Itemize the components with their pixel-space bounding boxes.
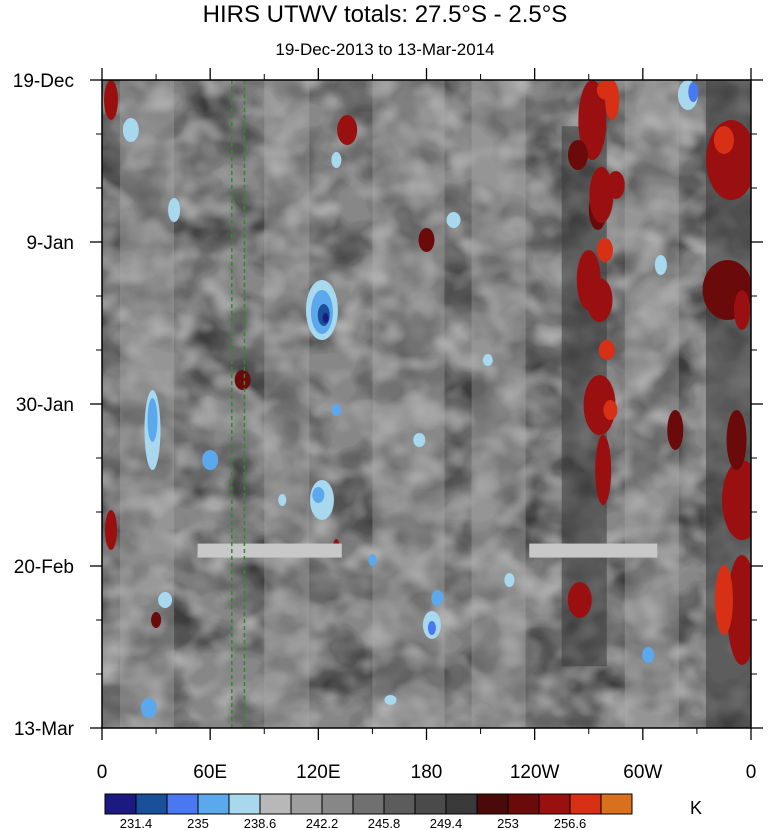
warm-patch <box>726 410 747 470</box>
colorbar-swatch <box>321 793 354 815</box>
warm-patch <box>578 80 607 160</box>
cool-patch <box>688 82 699 102</box>
warm-patch <box>713 126 734 154</box>
cool-patch <box>482 354 493 366</box>
warm-patch <box>586 278 613 322</box>
warm-patch <box>596 80 617 100</box>
cool-patch <box>413 433 426 447</box>
warm-patch <box>667 410 684 450</box>
cool-patch <box>642 647 655 663</box>
light-band <box>624 80 679 728</box>
colorbar-swatch <box>600 793 633 815</box>
cool-patch <box>431 590 444 606</box>
warm-patch <box>337 115 358 145</box>
y-tick-label: 13-Mar <box>14 719 75 740</box>
x-tick-label: 0 <box>746 762 757 783</box>
colorbar-swatch <box>538 793 571 815</box>
colorbar-label: 231.4 <box>120 816 153 830</box>
colorbar-swatch <box>507 793 540 815</box>
y-tick-label: 20-Feb <box>14 557 74 578</box>
cool-patch <box>504 573 515 587</box>
x-tick-label: 120W <box>510 762 560 783</box>
light-band <box>471 80 526 728</box>
y-tick-label: 9-Jan <box>26 233 74 254</box>
warm-patch <box>595 435 612 505</box>
colorbar-swatch <box>414 793 447 815</box>
colorbar-swatch <box>290 793 323 815</box>
colorbar-label: 245.8 <box>368 816 401 830</box>
x-tick-label: 60E <box>193 762 227 783</box>
cool-patch <box>147 398 158 442</box>
warm-patch <box>598 340 615 360</box>
colorbar-swatch <box>383 793 416 815</box>
y-tick-label: 19-Dec <box>13 71 74 92</box>
colorbar-unit: K <box>690 798 703 818</box>
cool-patch <box>331 152 342 168</box>
warm-patch <box>583 375 616 435</box>
warm-patch <box>105 510 118 550</box>
warm-patch <box>596 238 613 262</box>
colorbar-label: 242.2 <box>306 816 339 830</box>
colorbar-label: 249.4 <box>430 816 463 830</box>
warm-patch <box>726 555 751 665</box>
colorbar-swatch <box>135 793 168 815</box>
warm-patch <box>603 400 618 420</box>
cool-patch <box>322 313 329 323</box>
warm-patch <box>733 290 750 330</box>
warm-patch <box>104 80 119 120</box>
colorbar-label: 256.6 <box>554 816 587 830</box>
cool-patch <box>312 487 325 503</box>
x-tick-label: 180 <box>411 762 443 783</box>
light-band <box>264 80 310 728</box>
colorbar-label: 235 <box>187 816 209 830</box>
cool-patch <box>168 198 181 222</box>
cool-patch <box>446 212 461 228</box>
colorbar-swatch <box>166 793 199 815</box>
colorbar-swatch <box>352 793 385 815</box>
warm-patch <box>234 370 251 390</box>
colorbar-swatch <box>104 793 137 815</box>
missing-data-bar <box>197 543 342 558</box>
x-tick-label: 120E <box>296 762 340 783</box>
x-tick-label: 60W <box>623 762 662 783</box>
chart-title: HIRS UTWV totals: 27.5°S - 2.5°S <box>202 1 568 28</box>
warm-patch <box>721 460 751 540</box>
cool-patch <box>331 404 342 416</box>
cool-patch <box>384 695 397 705</box>
warm-patch <box>418 228 435 252</box>
warm-patch <box>151 612 162 628</box>
colorbar-label: 253 <box>497 816 519 830</box>
cool-patch <box>278 494 287 506</box>
warm-patch <box>606 171 625 199</box>
x-tick-label: 0 <box>97 762 108 783</box>
cool-patch <box>654 255 667 275</box>
cool-patch <box>140 698 157 718</box>
missing-data-bar <box>529 543 658 558</box>
colorbar-swatch <box>197 793 230 815</box>
warm-patch <box>567 140 588 170</box>
colorbar-label: 238.6 <box>244 816 277 830</box>
colorbar-swatch <box>228 793 261 815</box>
colorbar-swatch <box>445 793 478 815</box>
cool-patch <box>202 450 219 470</box>
cool-patch <box>158 592 173 608</box>
y-tick-label: 30-Jan <box>16 395 74 416</box>
colorbar-swatch <box>476 793 509 815</box>
colorbar-swatch <box>569 793 602 815</box>
colorbar-swatch <box>259 793 292 815</box>
warm-patch <box>714 565 733 635</box>
warm-patch <box>567 582 592 618</box>
chart-subtitle: 19-Dec-2013 to 13-Mar-2014 <box>275 40 495 59</box>
cool-patch <box>122 118 139 142</box>
cool-patch <box>427 621 436 635</box>
cool-patch <box>368 554 377 566</box>
